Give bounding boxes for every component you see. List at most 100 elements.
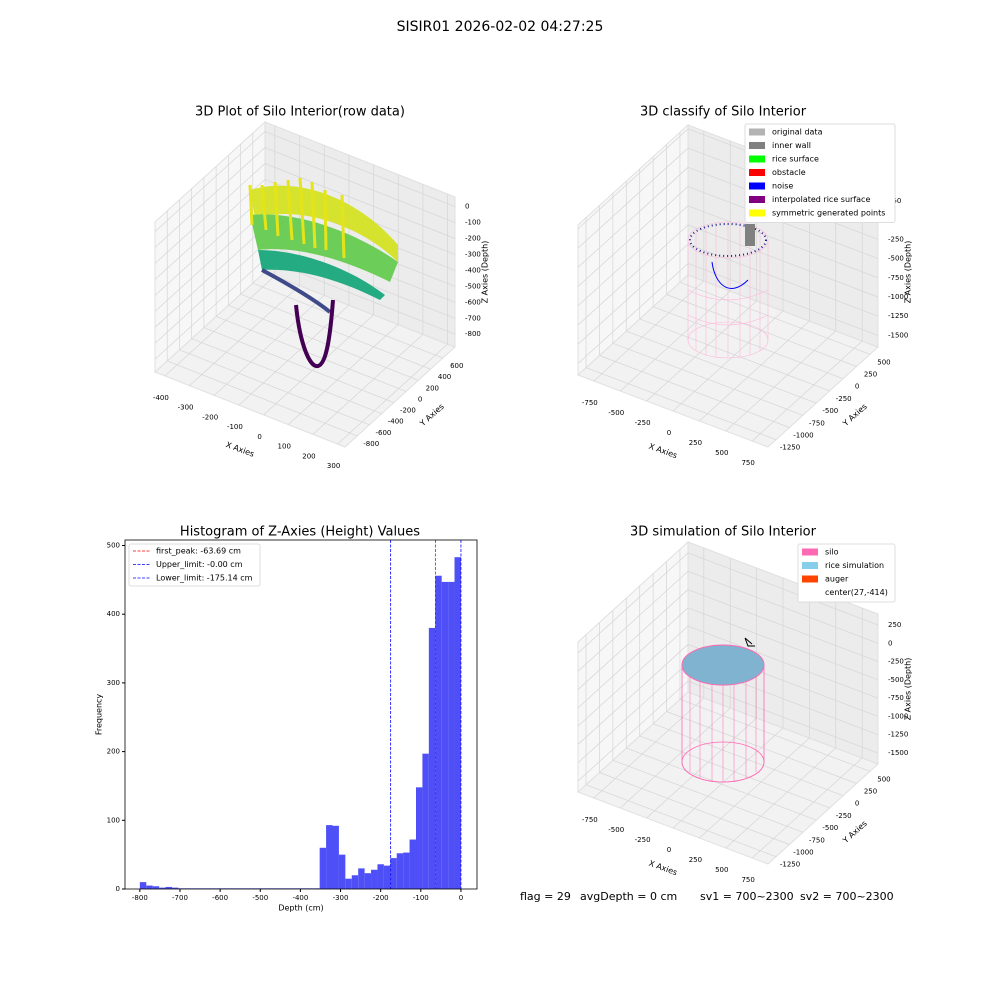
legend-swatch bbox=[749, 169, 765, 176]
chart-title: 3D Plot of Silo Interior(row data) bbox=[195, 105, 405, 120]
grid-line bbox=[751, 340, 863, 442]
x-tick-label: -500 bbox=[608, 409, 624, 417]
legend-label: auger bbox=[825, 575, 849, 584]
y-tick-label: 600 bbox=[450, 362, 463, 370]
grid-line bbox=[687, 680, 879, 754]
grid-line bbox=[599, 772, 790, 845]
grid-line bbox=[179, 349, 370, 426]
z-tick-label: -200 bbox=[465, 234, 481, 242]
grid-line bbox=[577, 186, 689, 287]
figure-title: SISIR01 2026-02-02 04:27:25 bbox=[397, 19, 604, 35]
grid-line bbox=[687, 607, 879, 681]
bar bbox=[364, 873, 372, 889]
grid-line bbox=[619, 290, 731, 392]
bar bbox=[146, 885, 153, 889]
z-tick-label: -700 bbox=[465, 314, 481, 322]
bar bbox=[383, 865, 391, 889]
legend-swatch bbox=[749, 182, 765, 190]
x-tick-label: -750 bbox=[582, 816, 598, 824]
y-tick-label: -1000 bbox=[793, 431, 813, 439]
grid-line bbox=[577, 552, 689, 654]
silo-wireframe bbox=[687, 221, 769, 359]
grid-line bbox=[577, 128, 689, 230]
z-axis-label: Z Axies (Depth) bbox=[481, 241, 490, 304]
grid-line bbox=[264, 147, 456, 223]
x-axis-label: Depth (cm) bbox=[278, 904, 323, 913]
z-tick-label: 0 bbox=[888, 639, 892, 647]
x-tick-label: 500 bbox=[715, 866, 728, 874]
grid-line bbox=[154, 163, 266, 264]
grid-line bbox=[593, 280, 705, 382]
bar bbox=[454, 557, 461, 889]
grid-line bbox=[577, 167, 689, 268]
grid-line bbox=[577, 589, 689, 690]
grid-line bbox=[252, 282, 443, 359]
status-text: flag = 29 bbox=[520, 890, 571, 903]
chart-title: 3D simulation of Silo Interior bbox=[630, 525, 817, 540]
legend-label: symmetric generated points bbox=[772, 209, 885, 218]
grid-line bbox=[666, 711, 857, 784]
y-tick-label: -200 bbox=[400, 407, 416, 415]
z-tick-label: 250 bbox=[888, 621, 901, 629]
y-axis-label: Frequency bbox=[95, 694, 104, 736]
bar bbox=[422, 753, 429, 889]
legend-label: Lower_limit: -175.14 cm bbox=[156, 574, 253, 583]
x-tick-label: 300 bbox=[327, 462, 340, 470]
x-tick-label: 750 bbox=[741, 459, 754, 467]
y-tick-label: -250 bbox=[836, 395, 852, 403]
z-tick-label: -1500 bbox=[888, 749, 908, 757]
x-tick-label: 250 bbox=[689, 856, 702, 864]
grid-line bbox=[577, 625, 689, 727]
y-tick-label: 400 bbox=[438, 373, 451, 381]
x-tick-label: -300 bbox=[333, 894, 349, 902]
x-tick-label: 0 bbox=[667, 429, 671, 437]
grid-line bbox=[672, 727, 784, 829]
legend-box bbox=[744, 123, 896, 223]
x-tick-label: -100 bbox=[227, 423, 243, 431]
grid-line bbox=[215, 316, 407, 392]
grid-line bbox=[612, 342, 804, 416]
bar bbox=[351, 875, 359, 889]
x-tick-label: -400 bbox=[153, 394, 169, 402]
legend-swatch bbox=[749, 155, 765, 163]
bar bbox=[159, 887, 166, 889]
grid-line bbox=[679, 281, 871, 355]
grid-line bbox=[337, 343, 448, 445]
y-tick-label: -750 bbox=[809, 836, 825, 844]
legend-swatch bbox=[802, 548, 818, 556]
grid-line bbox=[725, 747, 837, 849]
grid-line bbox=[599, 355, 790, 428]
x-axis-label: X Axies bbox=[648, 859, 679, 878]
x-axis-label: X Axies bbox=[648, 442, 679, 461]
chart-title: 3D classify of Silo Interior bbox=[640, 105, 807, 120]
bar bbox=[358, 868, 365, 889]
z-tick-label: -600 bbox=[465, 298, 481, 306]
bar bbox=[338, 854, 346, 889]
grid-line bbox=[154, 211, 266, 312]
z-tick-label: -100 bbox=[465, 219, 481, 227]
legend-label: rice surface bbox=[772, 155, 819, 164]
grid-line bbox=[167, 360, 358, 437]
bar bbox=[441, 581, 449, 889]
grid-line bbox=[687, 205, 879, 279]
grid-line bbox=[672, 310, 784, 412]
legend-label: original data bbox=[772, 128, 823, 137]
legend-label: center(27,-414) bbox=[825, 588, 888, 597]
x-tick-label: 250 bbox=[689, 439, 702, 447]
bar bbox=[326, 825, 333, 889]
grid-line bbox=[593, 697, 705, 799]
x-tick-label: -500 bbox=[252, 894, 268, 902]
z-tick-label: -1000 bbox=[888, 293, 908, 301]
grid-line bbox=[154, 131, 266, 232]
grid-line bbox=[154, 227, 266, 328]
y-axis-label: Y Axies bbox=[417, 402, 445, 429]
panes bbox=[154, 120, 879, 865]
x-tick-label: -700 bbox=[172, 894, 188, 902]
grid-line bbox=[687, 625, 879, 699]
grid-line bbox=[164, 275, 276, 377]
x-tick-label: -800 bbox=[132, 894, 148, 902]
bar bbox=[319, 847, 327, 889]
grid-line bbox=[699, 737, 810, 839]
grid-line bbox=[577, 680, 689, 782]
